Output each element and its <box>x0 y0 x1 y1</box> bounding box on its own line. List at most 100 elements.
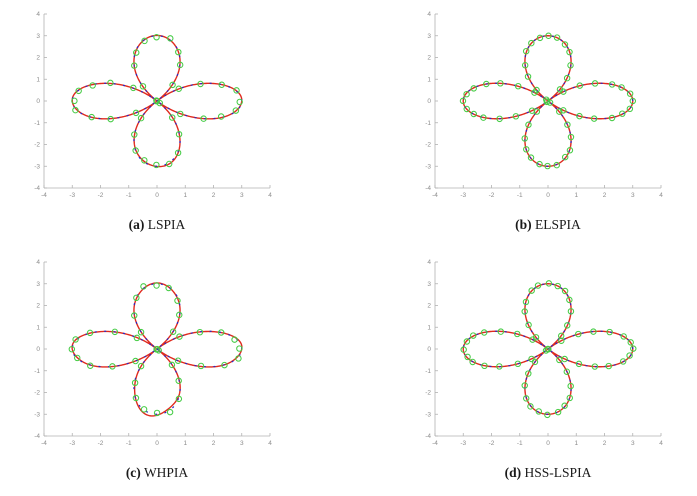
y-tick-label: 0 <box>36 346 40 353</box>
y-tick-label: 0 <box>427 346 431 353</box>
data-point-marker <box>137 114 145 122</box>
fitted-curve <box>462 35 634 167</box>
data-point-marker <box>566 394 573 402</box>
data-point-marker <box>528 287 535 294</box>
data-point-marker <box>107 115 114 123</box>
fitted-curve <box>462 283 634 415</box>
data-point-marker <box>166 408 174 416</box>
data-point-marker <box>561 402 568 410</box>
data-point-marker <box>561 355 568 363</box>
data-point-marker <box>535 408 543 415</box>
data-point-marker <box>137 362 145 370</box>
data-point-marker <box>496 363 503 370</box>
data-point-marker <box>133 294 140 302</box>
caption-method-d: HSS-LSPIA <box>524 465 592 480</box>
data-point-marker <box>532 334 540 341</box>
data-point-marker <box>218 81 225 88</box>
y-tick-label: -3 <box>34 411 40 418</box>
data-point-marker <box>464 353 471 361</box>
data-point-marker <box>131 312 138 319</box>
y-tick-label: -1 <box>34 368 40 375</box>
data-point-marker <box>521 382 528 389</box>
data-point-marker <box>107 79 114 87</box>
data-point-marker <box>174 149 182 157</box>
data-point-marker <box>525 370 532 377</box>
y-tick-label: -1 <box>425 368 431 375</box>
data-point-marker <box>544 411 551 419</box>
data-point-marker <box>528 39 535 47</box>
x-tick-label: 0 <box>546 440 550 447</box>
data-point-marker <box>141 157 148 164</box>
data-point-marker <box>522 47 530 55</box>
data-point-marker <box>513 330 521 338</box>
data-point-marker <box>567 308 575 315</box>
x-tick-label: 4 <box>268 192 272 199</box>
x-tick-label: 3 <box>240 440 244 447</box>
data-point-marker <box>470 85 477 92</box>
plot-canvas-elspia: -4 -3 -2 -1 0 1 2 3 4 -4 -3 -2 -1 0 1 2 3 4 <box>425 11 663 199</box>
y-tick-label: -1 <box>34 120 40 127</box>
y-tick-label: 1 <box>427 324 431 331</box>
data-point-marker <box>217 113 225 120</box>
data-point-marker <box>460 346 467 353</box>
data-point-marker <box>528 355 535 363</box>
data-point-marker <box>137 328 145 336</box>
data-point-marker <box>72 336 79 343</box>
data-point-marker <box>175 48 182 56</box>
data-point-marker <box>512 113 520 120</box>
data-point-marker <box>153 282 160 289</box>
x-tick-label: 3 <box>631 440 635 447</box>
data-point-marker <box>463 90 470 98</box>
data-point-marker <box>231 336 238 343</box>
data-point-marker <box>132 394 140 402</box>
x-tick-label: -3 <box>69 192 75 199</box>
y-tick-label: 3 <box>427 281 431 288</box>
data-point-marker <box>174 357 182 364</box>
data-point-marker <box>68 345 76 353</box>
data-point-markers <box>71 33 243 169</box>
caption-index-d: (d) <box>504 465 522 480</box>
data-point-marker <box>561 41 569 48</box>
data-point-marker <box>524 73 532 80</box>
x-tick-label: 4 <box>659 192 663 199</box>
data-point-marker <box>153 345 161 353</box>
data-point-marker <box>200 115 207 122</box>
data-point-marker <box>553 34 561 41</box>
x-tick-label: -3 <box>460 192 466 199</box>
data-point-marker <box>481 362 488 370</box>
x-tick-label: -1 <box>126 192 132 199</box>
data-point-marker <box>132 357 139 365</box>
x-tick-label: 1 <box>574 192 578 199</box>
data-point-marker <box>558 337 565 344</box>
data-point-marker <box>556 108 563 115</box>
axes <box>43 13 271 189</box>
x-tick-label: 0 <box>155 440 159 447</box>
data-point-marker <box>564 322 571 329</box>
y-tick-label: 0 <box>427 98 431 105</box>
y-tick-label: -4 <box>425 433 431 440</box>
data-point-marker <box>620 333 627 340</box>
data-point-marker <box>522 298 530 306</box>
data-point-marker <box>88 113 95 121</box>
data-point-marker <box>590 115 598 122</box>
data-point-marker <box>167 35 174 42</box>
data-point-marker <box>74 354 81 362</box>
data-point-marker <box>514 82 522 90</box>
subplot-caption-b: (b) ELSPIA <box>398 217 697 233</box>
data-point-marker <box>527 154 535 161</box>
data-point-marker <box>545 280 553 287</box>
data-point-marker <box>534 282 542 289</box>
x-tick-label: -2 <box>98 192 104 199</box>
data-point-marker <box>563 368 571 375</box>
data-point-marker <box>75 87 82 95</box>
data-point-marker <box>557 332 565 340</box>
subplot-caption-d: (d) HSS-LSPIA <box>398 465 697 481</box>
data-point-marker <box>525 321 532 329</box>
caption-index-c: (c) <box>125 465 141 480</box>
data-point-marker <box>233 87 240 94</box>
data-point-markers <box>460 280 637 419</box>
x-tick-label: 2 <box>603 440 607 447</box>
data-point-marker <box>133 334 141 342</box>
data-point-marker <box>131 131 138 138</box>
data-point-marker <box>533 108 541 115</box>
